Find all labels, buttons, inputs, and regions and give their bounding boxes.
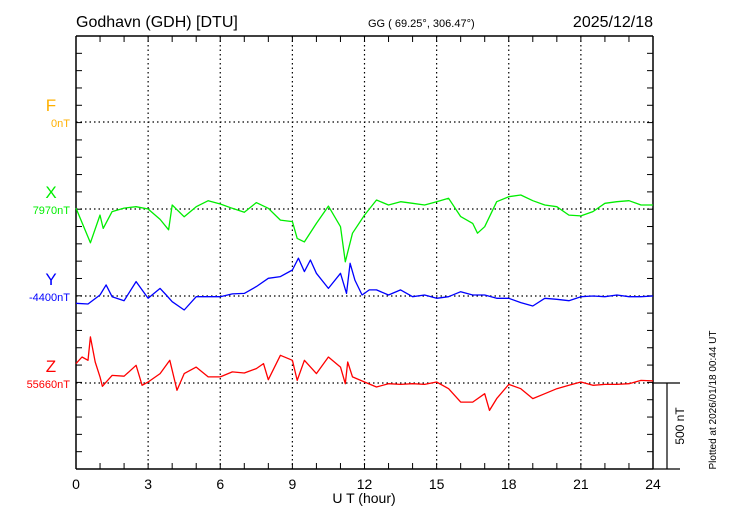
trace-line-z: [75, 336, 654, 412]
trace-baseline-y: -4400nT: [29, 292, 70, 304]
axes: 0 3 6 9 12 15 18 21 24: [72, 35, 680, 492]
traces: [75, 194, 654, 412]
trace-name-x: X: [45, 183, 56, 202]
trace-name-y: Y: [45, 270, 56, 289]
x-tick-label: 15: [429, 476, 445, 492]
station-title: Godhavn (GDH) [DTU]: [76, 14, 238, 31]
plotted-timestamp: Plotted at 2026/01/18 00:44 UT: [708, 331, 719, 470]
trace-line-x: [75, 194, 653, 263]
x-axis-label: U T (hour): [332, 490, 395, 506]
x-tick-label: 18: [501, 476, 517, 492]
trace-baseline-z: 55660nT: [27, 379, 71, 391]
x-tick-label: 21: [573, 476, 589, 492]
trace-name-z: Z: [46, 357, 56, 376]
scale-bar-label: 500 nT: [673, 407, 687, 445]
grid: [76, 36, 653, 469]
x-tick-label: 3: [144, 476, 152, 492]
trace-labels: F 0nT X 7970nT Y -4400nT Z 55660nT: [27, 96, 71, 391]
x-tick-label: 24: [645, 476, 661, 492]
trace-baseline-x: 7970nT: [33, 205, 71, 217]
trace-baseline-f: 0nT: [51, 118, 70, 130]
x-tick-label: 12: [357, 476, 373, 492]
trace-name-f: F: [46, 96, 56, 115]
x-tick-label: 9: [288, 476, 296, 492]
x-tick-label: 6: [216, 476, 224, 492]
coordinates-label: GG ( 69.25°, 306.47°): [368, 18, 475, 30]
x-tick-label: 0: [72, 476, 80, 492]
date-label: 2025/12/18: [573, 14, 653, 31]
trace-line-y: [75, 257, 654, 311]
